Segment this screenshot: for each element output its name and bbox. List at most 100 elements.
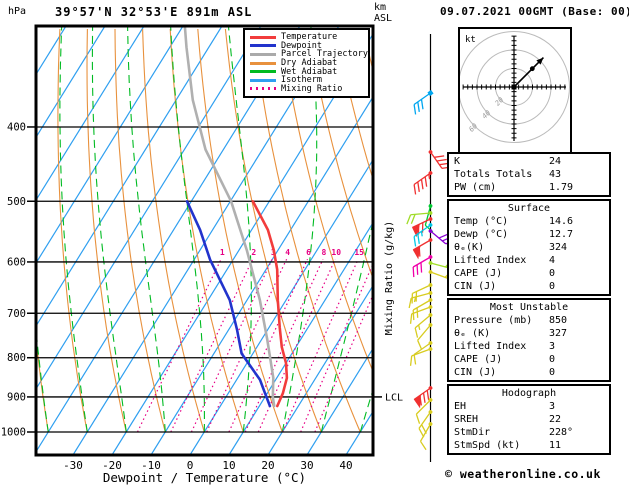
dry-adiabat-line: [280, 28, 373, 373]
legend-item: Parcel Trajectory: [250, 49, 368, 60]
table-row-label: SREH: [454, 414, 479, 425]
indices-tables: K 24 Totals Totals 43 PW (cm) 1.79 Surface Temp…: [447, 152, 611, 457]
pressure-tick-label: 900: [7, 391, 26, 403]
table-row-label: Totals Totals: [454, 169, 533, 180]
table-row-value: 0: [549, 354, 556, 365]
wet-adiabat-line: [36, 323, 49, 433]
table-row: CIN (J) 0: [449, 366, 609, 379]
temperature-curve: [251, 200, 289, 408]
indices-table: Hodograph EH 3 SREH 22 StmDir 228° StmSpd (kt) 1…: [447, 384, 611, 455]
plot-border: [34, 24, 375, 457]
wet-adiabat-line: [59, 26, 88, 433]
table-row-value: 850: [549, 315, 568, 326]
temperature-tick-label: -10: [141, 459, 161, 472]
legend-item: Temperature: [250, 32, 366, 42]
isotherm-line: [267, 284, 373, 455]
legend-label: Isotherm: [281, 75, 322, 86]
table-row: StmSpd (kt) 11: [449, 439, 609, 452]
hodograph-arrowhead: [536, 57, 544, 65]
wind-barb: [409, 347, 433, 366]
isotherm-line: [36, 26, 145, 202]
legend-swatch-solid: [250, 44, 276, 48]
skewt-chart: 1 2 3 4 6 8 10 15 20 254005006007008009001000-30-…: [0, 19, 458, 485]
table-row: StmDir 228°: [449, 426, 609, 439]
mixing-ratio-value-label: 8: [322, 248, 327, 257]
hodograph-ring-label: 20: [494, 96, 506, 108]
legend-swatch-solid: [250, 61, 276, 65]
wind-barb: [413, 89, 434, 115]
table-row-label: PW (cm): [454, 182, 497, 193]
chart-legend: Temperature Dewpoint Parcel Trajectory Dry …: [243, 28, 370, 99]
wet-adiabat-line: [170, 26, 205, 433]
isotherm-line: [36, 26, 223, 328]
table-title: Most Unstable: [489, 302, 569, 313]
mixing-ratio-value-label: 6: [306, 248, 311, 257]
temperature-tick-label: 0: [187, 459, 194, 472]
table-row-value: 24: [549, 156, 562, 167]
table-row: θₑ (K) 327: [449, 327, 609, 340]
temperature-tick-label: 40: [339, 459, 352, 472]
wind-barb: [406, 211, 433, 225]
datetime-label: 09.07.2021 00GMT (Base: 00): [440, 5, 629, 18]
isotherm-line: [189, 158, 373, 455]
legend-swatch-solid: [250, 52, 276, 56]
temperature-tick-label: -20: [102, 459, 122, 472]
table-title: Hodograph: [501, 388, 557, 399]
hodograph-ring-label: 60: [468, 122, 480, 134]
mixing-ratio-line: [300, 262, 373, 433]
temperature-tick-label: 10: [222, 459, 235, 472]
table-row: Totals Totals 43: [449, 168, 609, 181]
table-row-label: StmDir: [454, 427, 491, 438]
table-row-value: 22: [549, 414, 562, 425]
isotherm-line: [36, 26, 184, 265]
mixing-ratio-line: [257, 258, 336, 433]
dry-adiabat-line: [86, 28, 127, 433]
legend-item: Dewpoint: [250, 40, 366, 51]
parcel-trajectory-curve: [183, 26, 276, 408]
wet-adiabat-line: [0, 19, 9, 432]
wind-barb: [417, 323, 433, 350]
table-row-label: Pressure (mb): [454, 315, 533, 326]
wet-adiabat-line: [91, 26, 127, 433]
table-row: Pressure (mb) 850: [449, 314, 609, 327]
wind-barb: [412, 238, 433, 260]
table-row: EH 3: [449, 400, 609, 413]
table-row-value: 43: [549, 169, 562, 180]
indices-table: Most Unstable Pressure (mb) 850 θₑ (K) 327 Li…: [447, 298, 611, 382]
hodograph-ring-label: 40: [481, 109, 493, 121]
legend-item: Mixing Ratio: [250, 84, 366, 94]
table-row-label: Dewp (°C): [454, 229, 509, 240]
isotherm-line: [36, 26, 106, 139]
dry-adiabat-line: [307, 28, 373, 281]
table-row-value: 228°: [549, 427, 574, 438]
pressure-axis-unit-label: hPa: [8, 6, 27, 17]
wet-adiabat-line: [359, 387, 373, 433]
wind-barb: [413, 223, 433, 247]
mixing-ratio-value-label: 15: [354, 248, 364, 257]
mixing-ratio-value-label: 2: [251, 248, 256, 257]
indices-table: K 24 Totals Totals 43 PW (cm) 1.79: [447, 152, 611, 197]
dry-adiabat-line: [335, 28, 373, 181]
altitude-axis-unit-label: km ASL: [374, 2, 392, 24]
wind-barb: [413, 386, 433, 409]
legend-label: Dewpoint: [281, 40, 322, 51]
dry-adiabat-line: [36, 331, 49, 433]
table-row: Lifted Index 3: [449, 340, 609, 353]
dry-adiabat-line: [114, 28, 166, 433]
hodograph-unit-label: kt: [465, 35, 476, 45]
dewpoint-curve: [185, 200, 272, 408]
pressure-tick-label: 600: [7, 256, 26, 268]
wet-adiabat-line: [127, 26, 166, 433]
legend-label: Wet Adiabat: [281, 66, 338, 77]
hodograph-storm-dot: [529, 66, 535, 72]
table-row: PW (cm) 1.79: [449, 181, 609, 194]
pressure-tick-label: 400: [7, 121, 26, 133]
legend-label: Parcel Trajectory: [281, 49, 368, 60]
hodograph-origin-marker: [511, 84, 517, 90]
wind-barb: [409, 305, 433, 324]
dry-adiabat-line: [169, 28, 244, 433]
wind-barb: [408, 291, 433, 309]
station-title: 39°57'N 32°53'E 891m ASL: [55, 5, 253, 19]
table-row: θₑ(K) 324: [449, 241, 609, 254]
legend-swatch-solid: [250, 35, 276, 39]
